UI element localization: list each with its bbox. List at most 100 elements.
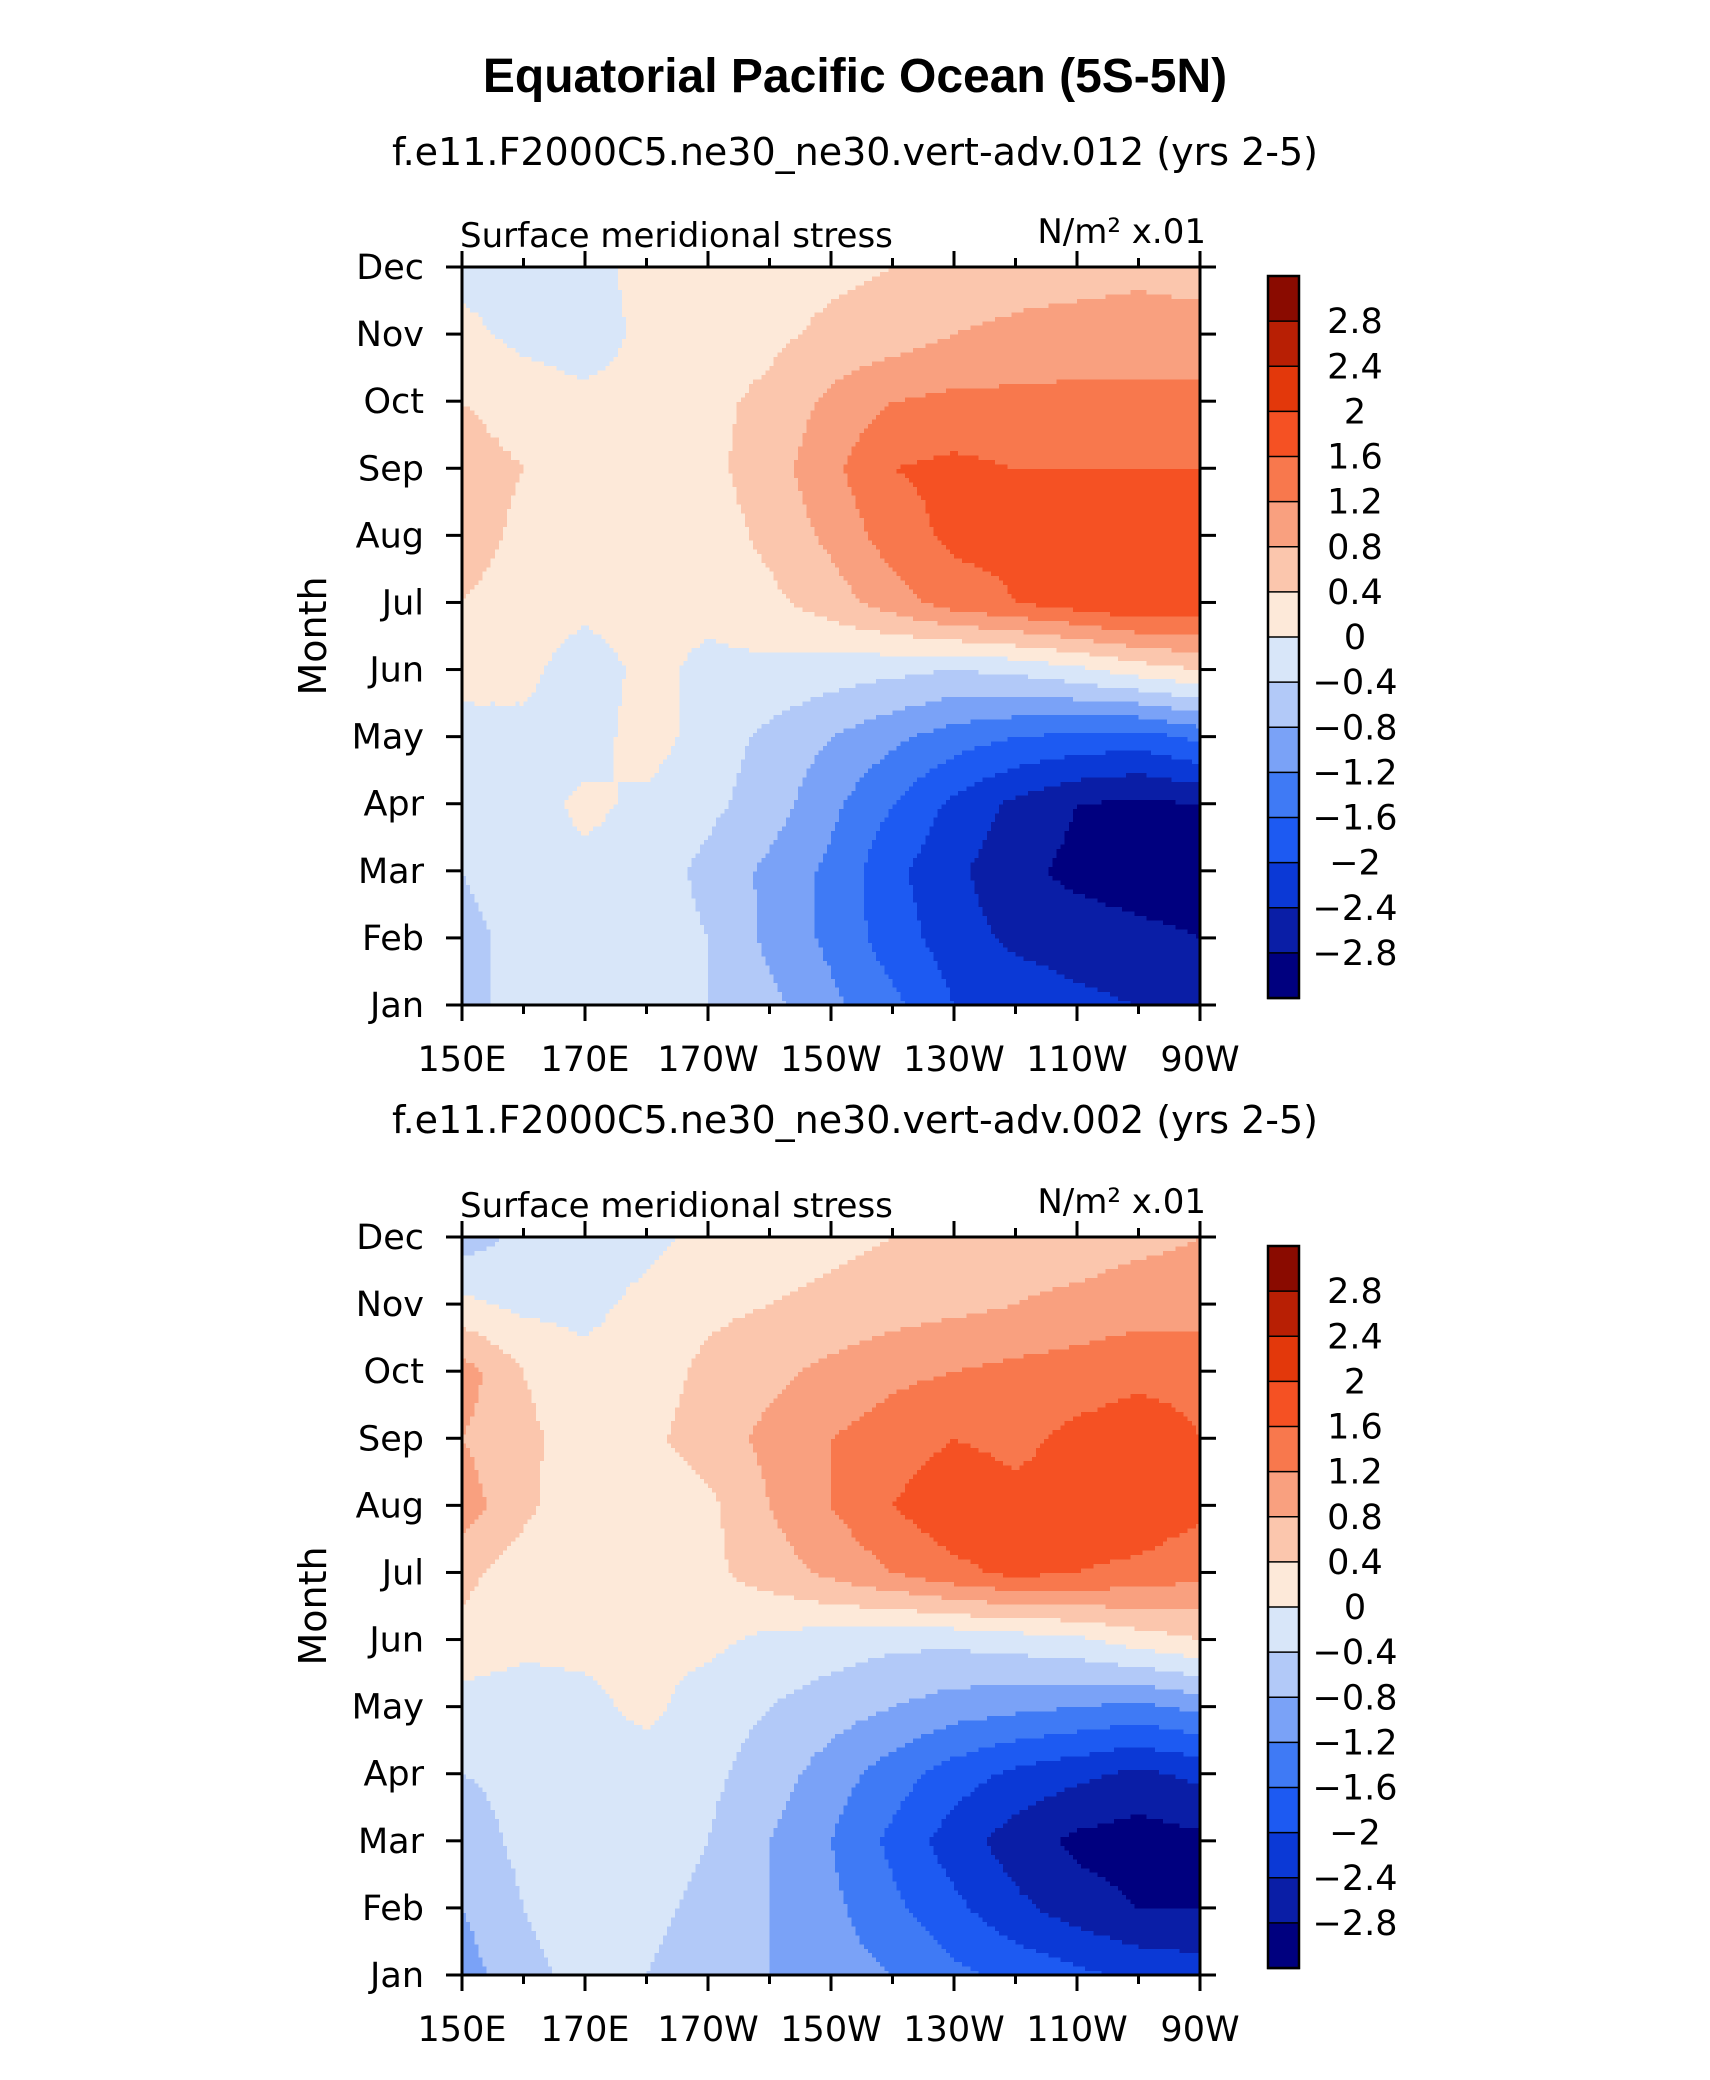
contour-cell bbox=[1044, 942, 1049, 947]
contour-cell bbox=[815, 916, 820, 921]
contour-cell bbox=[868, 911, 873, 916]
contour-cell bbox=[1089, 960, 1094, 965]
contour-cell bbox=[651, 916, 656, 921]
contour-cell bbox=[688, 960, 693, 965]
contour-cell bbox=[995, 987, 1000, 992]
contour-cell bbox=[819, 956, 824, 961]
contour-cell bbox=[929, 911, 934, 916]
contour-cell bbox=[962, 996, 967, 1001]
contour-cell bbox=[1011, 933, 1016, 938]
contour-cell bbox=[1110, 987, 1115, 992]
contour-cell bbox=[954, 974, 959, 979]
contour-cell bbox=[942, 938, 947, 943]
contour-cell bbox=[798, 916, 803, 921]
contour-cell bbox=[499, 929, 504, 934]
contour-cell bbox=[495, 978, 500, 983]
contour-cell bbox=[548, 969, 553, 974]
contour-cell bbox=[999, 951, 1004, 956]
contour-cell bbox=[679, 924, 684, 929]
contour-cell bbox=[519, 974, 524, 979]
contour-cell bbox=[610, 924, 615, 929]
contour-cell bbox=[999, 983, 1004, 988]
contour-cell bbox=[1106, 924, 1111, 929]
contour-cell bbox=[864, 969, 869, 974]
contour-cell bbox=[708, 916, 713, 921]
contour-cell bbox=[979, 933, 984, 938]
contour-cell bbox=[1155, 916, 1160, 921]
contour-cell bbox=[647, 938, 652, 943]
contour-cell bbox=[872, 924, 877, 929]
contour-cell bbox=[1065, 965, 1070, 970]
contour-cell bbox=[1163, 996, 1168, 1001]
contour-cell bbox=[753, 978, 758, 983]
contour-cell bbox=[1048, 933, 1053, 938]
contour-cell bbox=[688, 978, 693, 983]
contour-cell bbox=[757, 996, 762, 1001]
contour-cell bbox=[786, 933, 791, 938]
contour-cell bbox=[507, 920, 512, 925]
contour-cell bbox=[921, 987, 926, 992]
contour-cell bbox=[606, 951, 611, 956]
contour-cell bbox=[1110, 996, 1115, 1001]
contour-cell bbox=[975, 992, 980, 997]
contour-cell bbox=[724, 942, 729, 947]
contour-cell bbox=[970, 996, 975, 1001]
contour-cell bbox=[1188, 978, 1193, 983]
contour-cell bbox=[478, 983, 483, 988]
contour-cell bbox=[532, 969, 537, 974]
contour-cell bbox=[1180, 992, 1185, 997]
contour-cell bbox=[929, 974, 934, 979]
contour-cell bbox=[1114, 956, 1119, 961]
contour-cell bbox=[884, 929, 889, 934]
contour-cell bbox=[1175, 960, 1180, 965]
contour-cell bbox=[1122, 956, 1127, 961]
contour-cell bbox=[683, 974, 688, 979]
contour-cell bbox=[999, 924, 1004, 929]
contour-cell bbox=[823, 983, 828, 988]
contour-cell bbox=[958, 947, 963, 952]
contour-cell bbox=[700, 960, 705, 965]
contour-cell bbox=[774, 911, 779, 916]
contour-cell bbox=[626, 942, 631, 947]
contour-cell bbox=[1024, 951, 1029, 956]
contour-cell bbox=[852, 924, 857, 929]
contour-cell bbox=[675, 978, 680, 983]
contour-cell bbox=[884, 920, 889, 925]
contour-cell bbox=[1102, 938, 1107, 943]
contour-cell bbox=[524, 974, 529, 979]
contour-cell bbox=[622, 947, 627, 952]
contour-cell bbox=[601, 942, 606, 947]
contour-cell bbox=[1163, 938, 1168, 943]
contour-cell bbox=[675, 933, 680, 938]
contour-cell bbox=[987, 938, 992, 943]
contour-cell bbox=[1134, 924, 1139, 929]
contour-cell bbox=[770, 992, 775, 997]
contour-cell bbox=[884, 916, 889, 921]
contour-cell bbox=[897, 920, 902, 925]
contour-cell bbox=[934, 933, 939, 938]
contour-cell bbox=[638, 924, 643, 929]
contour-cell bbox=[909, 942, 914, 947]
contour-cell bbox=[962, 916, 967, 921]
contour-cell bbox=[1118, 951, 1123, 956]
contour-cell bbox=[987, 965, 992, 970]
contour-cell bbox=[790, 933, 795, 938]
contour-cell bbox=[1065, 969, 1070, 974]
contour-cell bbox=[1143, 920, 1148, 925]
contour-cell bbox=[548, 938, 553, 943]
contour-cell bbox=[1077, 992, 1082, 997]
contour-cell bbox=[597, 983, 602, 988]
contour-cell bbox=[589, 911, 594, 916]
contour-cell bbox=[1184, 983, 1189, 988]
contour-cell bbox=[872, 992, 877, 997]
contour-cell bbox=[487, 916, 492, 921]
contour-cell bbox=[675, 911, 680, 916]
contour-cell bbox=[1143, 942, 1148, 947]
contour-cell bbox=[819, 947, 824, 952]
contour-cell bbox=[823, 951, 828, 956]
contour-cell bbox=[864, 920, 869, 925]
contour-cell bbox=[1188, 951, 1193, 956]
contour-cell bbox=[626, 992, 631, 997]
contour-cell bbox=[1130, 916, 1135, 921]
contour-cell bbox=[753, 983, 758, 988]
